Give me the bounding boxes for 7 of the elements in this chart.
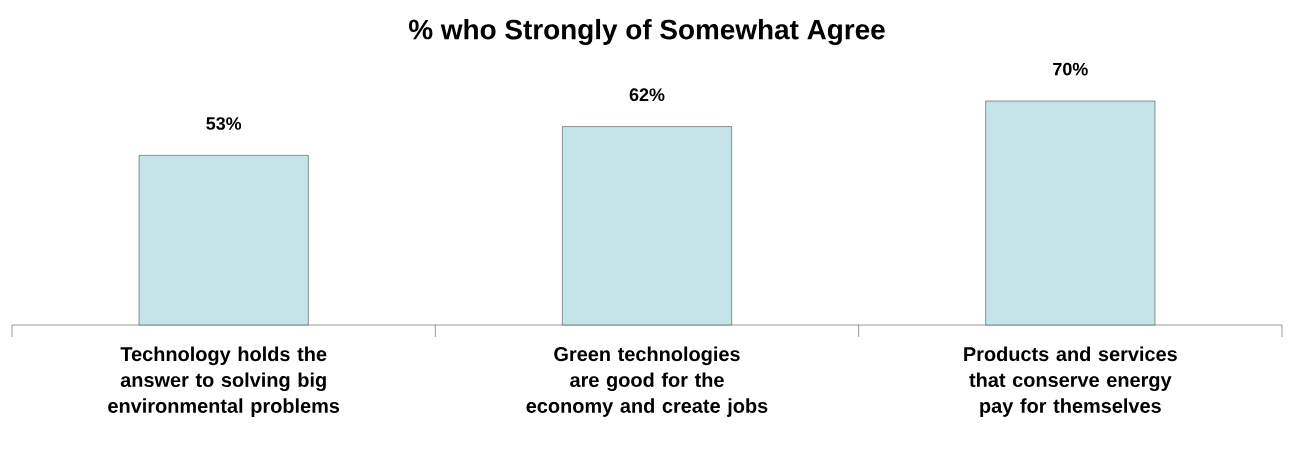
chart-title: % who Strongly of Somewhat Agree xyxy=(409,18,885,46)
data-label: 70% xyxy=(1053,62,1088,76)
data-label: 62% xyxy=(629,88,665,102)
x-tick-label: Technology holds the answer to solving big environmental problems xyxy=(108,346,340,417)
x-tick-label: Products and services that conserve energy pay for themselves xyxy=(964,346,1177,417)
x-tick-label: Green technologies are good for the economy and create jobs xyxy=(526,346,768,417)
data-label: 53% xyxy=(206,117,242,130)
